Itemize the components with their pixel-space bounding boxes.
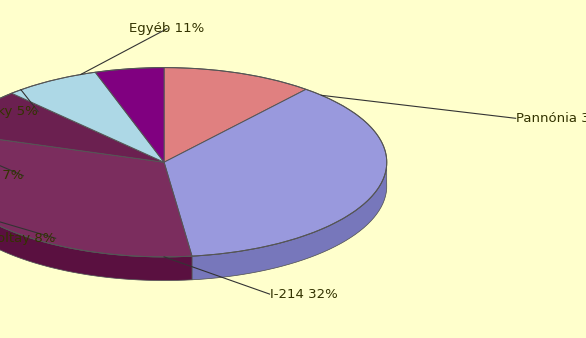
Text: Agathe-F 7%: Agathe-F 7% (0, 169, 23, 182)
Text: Kopeczky 5%: Kopeczky 5% (0, 105, 38, 118)
Polygon shape (96, 68, 164, 162)
Polygon shape (0, 165, 192, 281)
Polygon shape (0, 93, 164, 162)
Text: I-214 32%: I-214 32% (270, 288, 338, 300)
Polygon shape (12, 72, 164, 162)
Text: Egyéb 11%: Egyéb 11% (130, 22, 205, 35)
Text: Koltay 8%: Koltay 8% (0, 232, 56, 245)
Polygon shape (164, 89, 387, 256)
Polygon shape (192, 165, 387, 280)
Polygon shape (164, 68, 306, 162)
Polygon shape (0, 133, 192, 257)
Text: Pannónia 37%: Pannónia 37% (516, 112, 586, 125)
Ellipse shape (0, 91, 387, 281)
